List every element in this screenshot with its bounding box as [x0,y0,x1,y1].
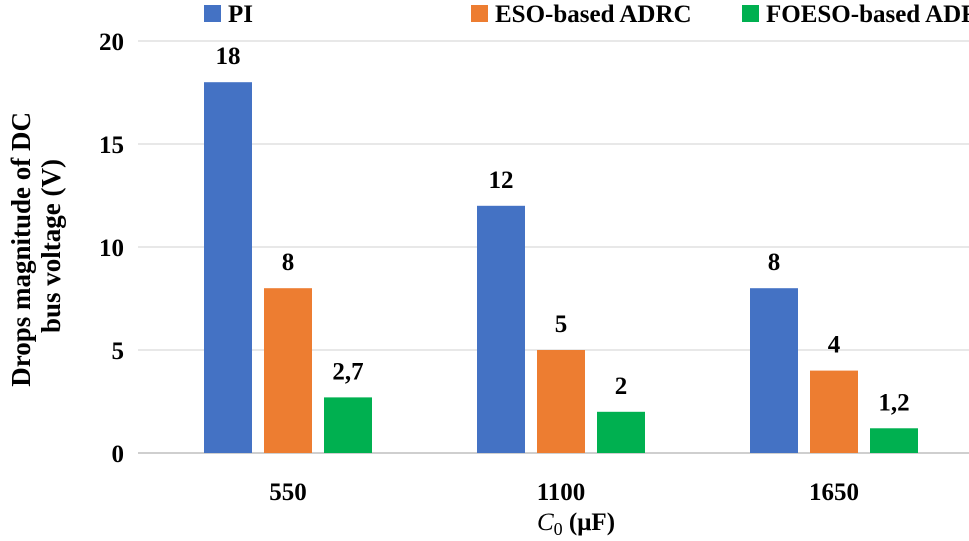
bar-foeso-based-adrc-1650 [870,428,918,453]
bar-eso-based-adrc-1650 [810,370,858,453]
legend-swatch [204,5,221,22]
bar-eso-based-adrc-550 [264,288,312,453]
bars [204,82,918,453]
x-axis-label: C0 (μF) [537,509,615,539]
y-axis-label-line-1: Drops magnitude of DC [6,112,36,387]
bar-pi-1100 [477,205,525,453]
data-label: 12 [489,167,514,194]
y-tick-label: 20 [99,29,124,56]
data-labels: 18 12 8 8 5 4 2,7 2 1,2 [216,43,910,416]
legend-label: PI [228,1,253,28]
y-axis-label-line-2: bus voltage (V) [36,159,66,333]
data-label: 1,2 [878,389,909,416]
x-tick-label: 1650 [809,479,859,506]
legend-swatch [742,5,759,22]
y-tick-label: 5 [112,338,125,365]
y-tick-label: 15 [99,132,124,159]
y-tick-label: 0 [112,441,125,468]
data-label: 8 [282,249,295,276]
data-label: 5 [555,311,568,338]
bar-pi-1650 [750,288,798,453]
x-axis-label-symbol: C [537,509,554,536]
data-label: 8 [768,249,781,276]
legend-swatch [471,5,488,22]
y-tick-label: 10 [99,235,124,262]
legend-label: ESO-based ADRC [495,1,692,28]
x-tick-label: 550 [269,479,307,506]
bar-foeso-based-adrc-1100 [597,411,645,453]
x-axis-ticks: 550 1100 1650 [269,479,859,506]
bar-eso-based-adrc-1100 [537,350,585,453]
legend-label: FOESO-based ADRC [766,1,969,28]
y-axis-label: Drops magnitude of DC bus voltage (V) [6,105,66,387]
legend: PI ESO-based ADRC FOESO-based ADRC [204,1,969,28]
data-label: 2,7 [332,358,363,385]
x-axis-label-subscript: 0 [554,519,563,539]
bar-foeso-based-adrc-550 [324,397,372,453]
bar-pi-550 [204,82,252,453]
data-label: 4 [828,332,841,359]
y-axis-ticks: 0 5 10 15 20 [99,29,124,468]
x-axis-label-unit: (μF) [563,509,615,536]
data-label: 2 [615,373,628,400]
data-label: 18 [216,43,241,70]
x-tick-label: 1100 [537,479,586,506]
